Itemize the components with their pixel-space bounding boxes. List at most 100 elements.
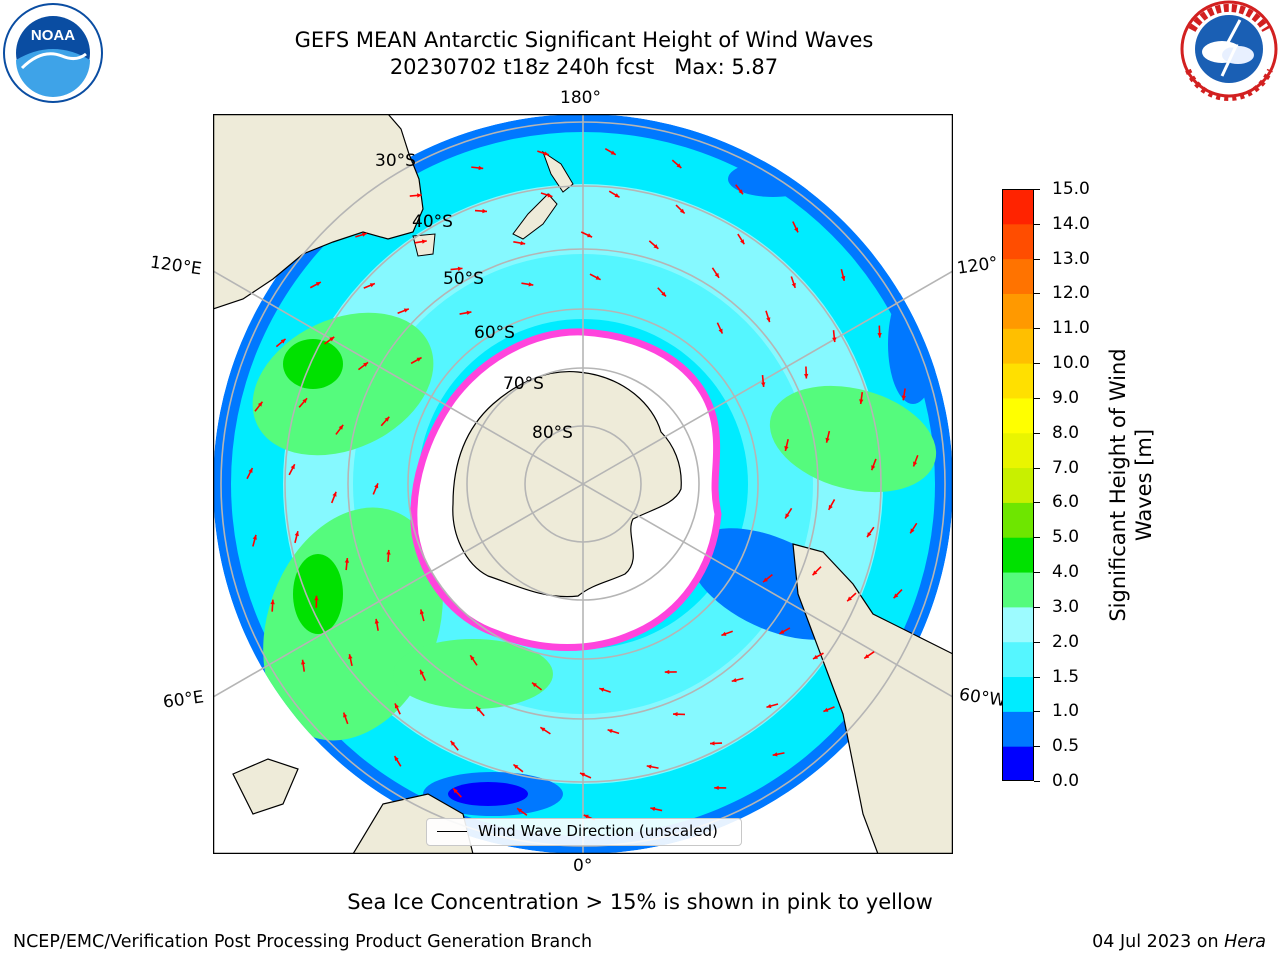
colorbar-tick-mark (1034, 537, 1040, 539)
wind-wave-arrowhead (813, 654, 818, 659)
wind-wave-arrowhead (315, 282, 321, 287)
map-frame (213, 114, 953, 854)
wind-wave-arrowhead (614, 193, 620, 198)
wind-wave-arrowhead (867, 532, 872, 538)
wind-wave-arrowhead (650, 806, 656, 812)
wind-wave-arrowhead (679, 208, 685, 214)
colorbar-tick-mark (1034, 189, 1040, 190)
wind-wave-arrowhead (721, 631, 727, 636)
wind-wave-arrowhead (763, 577, 768, 583)
map-subtitle: 20230702 t18z 240h fcst Max: 5.87 (389, 55, 779, 79)
wind-wave-arrowhead (779, 629, 785, 634)
wind-wave-arrowhead (540, 727, 546, 732)
colorbar-segment (1002, 606, 1034, 643)
wind-wave-arrowhead (363, 362, 369, 367)
wind-wave-arrowhead (517, 808, 523, 813)
wind-wave-arrowhead (343, 712, 348, 718)
footer-branch: NCEP/EMC/Verification Post Processing Pr… (13, 932, 593, 952)
colorbar-tick-label: 11.0 (1052, 318, 1090, 339)
lon-label-0: 0° (573, 856, 593, 876)
wind-wave-arrowhead (466, 310, 472, 315)
noaa-logo-text: NOAA (31, 27, 75, 44)
wind-wave-arrowhead (785, 513, 790, 519)
wind-wave-arrowhead (386, 549, 391, 555)
footer-host: Hera (1224, 932, 1266, 952)
wind-wave-arrowhead (248, 467, 253, 473)
wind-wave-arrowhead (453, 788, 458, 794)
wind-wave-arrowhead (847, 596, 852, 602)
colorbar-tick-mark (1034, 328, 1040, 330)
wind-wave-arrowhead (294, 531, 299, 537)
colorbar-tick-label: 4.0 (1052, 562, 1080, 583)
colorbar-tick-label: 6.0 (1052, 492, 1080, 513)
wind-wave-arrowhead (394, 756, 399, 762)
lat-label-70s: 70°S (503, 374, 544, 394)
colorbar-segment (1002, 363, 1034, 399)
graticule (213, 114, 953, 854)
wind-wave-arrowhead (528, 282, 534, 287)
antarctica-landmass (452, 370, 682, 598)
wind-wave-arrowhead (673, 712, 678, 717)
lon-label-60w: 60°W (957, 684, 1008, 712)
wind-wave-arrowhead (252, 534, 257, 540)
wind-wave-arrowhead (828, 504, 833, 510)
colorbar-tick-mark (1034, 711, 1040, 713)
tasmania-landmass (412, 233, 436, 257)
wind-wave-arrowhead (610, 150, 616, 155)
colorbar-segment (1002, 711, 1034, 747)
wind-wave-arrowhead (280, 338, 286, 344)
colorbar (1002, 189, 1034, 781)
polar-stereographic-map (213, 114, 953, 854)
footer-date-text: 04 Jul 2023 on (1092, 932, 1225, 952)
colorbar-tick-mark (1034, 258, 1040, 260)
colorbar-segment (1002, 189, 1034, 225)
colorbar-tick-label: 5.0 (1052, 527, 1080, 548)
wind-wave-arrowhead (859, 399, 864, 404)
wind-wave-arrowhead (893, 593, 899, 599)
new-zealand-south-island (512, 193, 558, 240)
noaa-logo: NOAA (3, 3, 103, 103)
wind-wave-arrowhead (731, 678, 737, 683)
wind-wave-arrowhead (714, 785, 719, 791)
wind-wave-arrowhead (913, 461, 918, 467)
lat-label-60s: 60°S (474, 323, 515, 343)
wind-wave-arrowhead (374, 483, 379, 489)
colorbar-segment (1002, 676, 1034, 712)
colorbar-segment (1002, 537, 1034, 573)
wind-wave-arrowhead (384, 416, 390, 422)
wind-wave-arrowhead (513, 764, 519, 769)
wind-wave-arrowhead (580, 772, 586, 777)
colorbar-tick-label: 15.0 (1052, 179, 1090, 199)
wind-wave-arrowhead (714, 272, 720, 278)
wind-wave-arrowhead (421, 239, 427, 244)
colorbar-label: Significant Height of Wind Waves [m] (1106, 348, 1156, 622)
wind-wave-arrowhead (877, 332, 882, 338)
wind-wave-arrows (246, 148, 919, 821)
lon-label-120w: 120° (955, 253, 1000, 279)
colorbar-tick-mark (1034, 432, 1040, 434)
colorbar-tick-mark (1034, 572, 1040, 574)
colorbar-tick-mark (1034, 502, 1040, 504)
colorbar-tick-mark (1034, 293, 1040, 295)
wind-wave-arrowhead (420, 669, 425, 675)
wind-wave-arrowhead (482, 208, 487, 214)
colorbar-segment (1002, 397, 1034, 434)
wind-wave-arrowhead (457, 266, 463, 271)
map-legend: Wind Wave Direction (unscaled) (426, 818, 742, 846)
colorbar-tick-mark (1034, 223, 1040, 225)
colorbar-tick-label: 13.0 (1052, 248, 1090, 269)
wind-wave-arrowhead (403, 308, 409, 313)
wind-wave-arrowhead (646, 764, 652, 769)
footer-date: 04 Jul 2023 on Hera (1092, 932, 1266, 952)
wind-wave-arrowhead (301, 659, 306, 665)
colorbar-tick-label: 0.0 (1052, 771, 1080, 791)
colorbar-tick-label: 8.0 (1052, 422, 1080, 443)
lon-label-180: 180° (560, 88, 601, 108)
wind-wave-arrowhead (841, 275, 846, 281)
wind-wave-arrowhead (374, 618, 379, 624)
wind-wave-arrowhead (450, 740, 456, 746)
madagascar-landmass (232, 758, 299, 815)
wind-wave-arrowhead (583, 814, 589, 819)
colorbar-tick-label: 1.0 (1052, 701, 1080, 722)
colorbar-tick-mark (1034, 397, 1040, 399)
